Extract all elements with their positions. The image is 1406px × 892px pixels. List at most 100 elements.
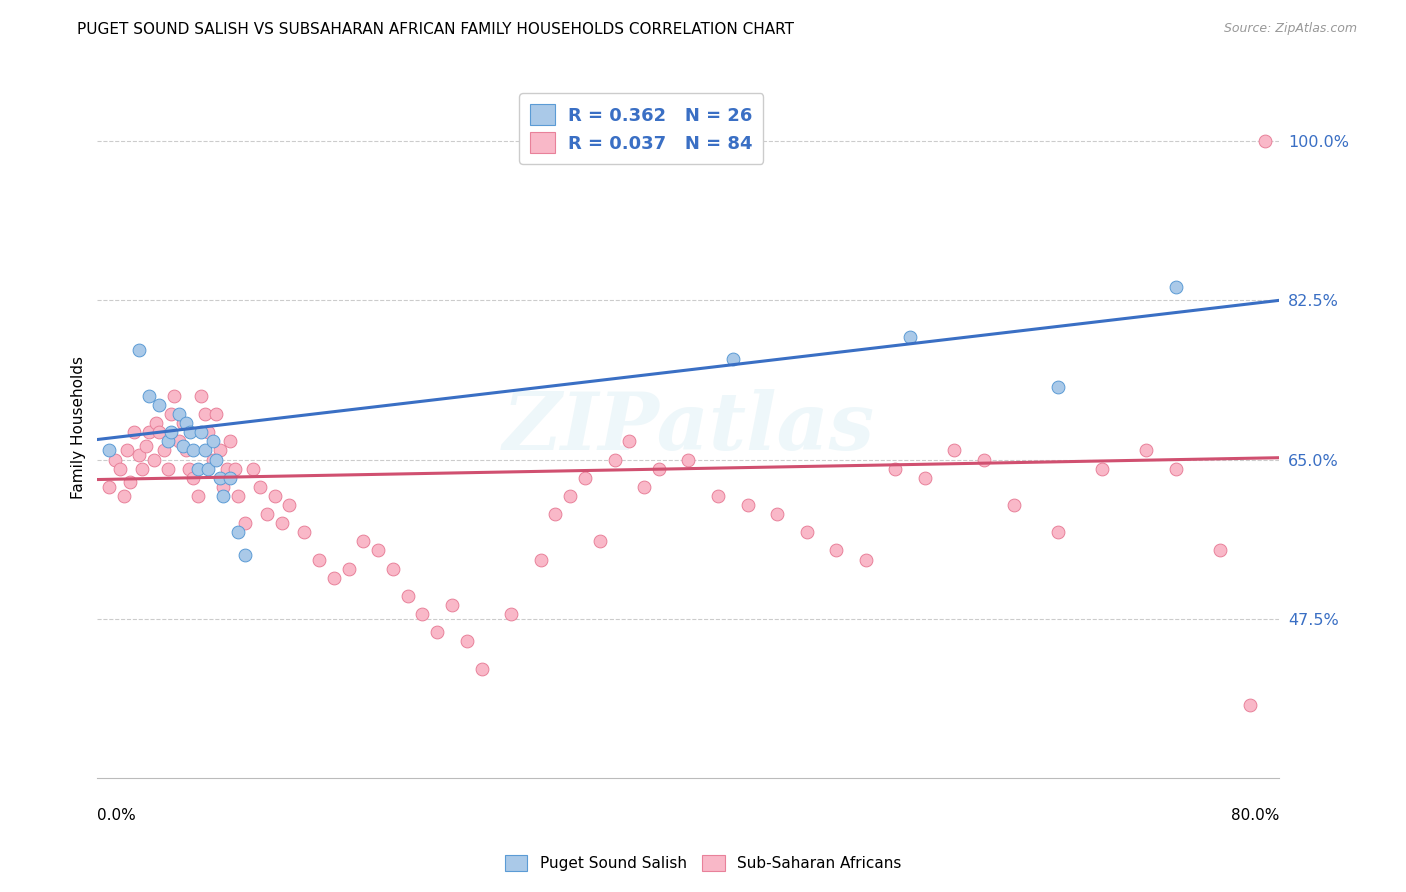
Point <box>456 634 478 648</box>
Point <box>157 461 180 475</box>
Point <box>943 443 966 458</box>
Point <box>560 489 582 503</box>
Point <box>118 475 141 490</box>
Point <box>167 407 190 421</box>
Point <box>292 525 315 540</box>
Point <box>530 552 553 566</box>
Point <box>224 461 246 475</box>
Point <box>884 461 907 475</box>
Point <box>766 507 789 521</box>
Point <box>194 443 217 458</box>
Point <box>219 434 242 449</box>
Point <box>190 389 212 403</box>
Point <box>219 471 242 485</box>
Point <box>426 625 449 640</box>
Point <box>124 425 146 440</box>
Point <box>115 443 138 458</box>
Point <box>131 461 153 475</box>
Point <box>619 434 641 449</box>
Point <box>825 543 848 558</box>
Point <box>201 452 224 467</box>
Point <box>633 480 655 494</box>
Point <box>138 425 160 440</box>
Point <box>411 607 433 622</box>
Point <box>204 407 226 421</box>
Point <box>217 461 239 475</box>
Point <box>187 461 209 475</box>
Point <box>233 548 256 562</box>
Point <box>721 352 744 367</box>
Point <box>179 425 201 440</box>
Point <box>603 452 626 467</box>
Point <box>1091 461 1114 475</box>
Point <box>208 443 231 458</box>
Legend: Puget Sound Salish, Sub-Saharan Africans: Puget Sound Salish, Sub-Saharan Africans <box>498 849 908 877</box>
Point <box>367 543 389 558</box>
Point <box>308 552 330 566</box>
Point <box>174 443 197 458</box>
Point <box>737 498 759 512</box>
Point <box>167 434 190 449</box>
Point <box>172 416 194 430</box>
Point <box>337 562 360 576</box>
Point <box>128 343 150 358</box>
Point <box>678 452 700 467</box>
Point <box>194 407 217 421</box>
Point <box>142 452 165 467</box>
Point <box>914 471 936 485</box>
Point <box>263 489 285 503</box>
Point <box>855 552 877 566</box>
Y-axis label: Family Households: Family Households <box>72 356 86 500</box>
Point <box>160 407 183 421</box>
Text: ZIPatlas: ZIPatlas <box>502 389 875 467</box>
Point <box>470 662 492 676</box>
Point <box>352 534 374 549</box>
Point <box>212 489 235 503</box>
Point <box>1135 443 1157 458</box>
Point <box>104 452 127 467</box>
Point <box>1046 380 1069 394</box>
Point <box>648 461 671 475</box>
Point <box>226 525 249 540</box>
Point <box>381 562 404 576</box>
Point <box>163 389 186 403</box>
Point <box>190 425 212 440</box>
Point <box>1239 698 1261 713</box>
Point <box>172 439 194 453</box>
Point <box>157 434 180 449</box>
Point <box>177 461 200 475</box>
Point <box>226 489 249 503</box>
Point <box>1046 525 1069 540</box>
Point <box>108 461 131 475</box>
Point <box>145 416 167 430</box>
Point <box>242 461 264 475</box>
Point <box>973 452 995 467</box>
Text: 0.0%: 0.0% <box>97 808 136 823</box>
Point <box>138 389 160 403</box>
Point <box>249 480 271 494</box>
Point <box>796 525 818 540</box>
Point <box>197 461 219 475</box>
Point <box>153 443 176 458</box>
Point <box>160 425 183 440</box>
Point <box>1209 543 1232 558</box>
Point <box>501 607 523 622</box>
Point <box>1164 461 1187 475</box>
Point <box>183 443 205 458</box>
Point <box>112 489 135 503</box>
Point <box>197 425 219 440</box>
Point <box>208 471 231 485</box>
Point <box>707 489 730 503</box>
Point <box>174 416 197 430</box>
Point <box>544 507 567 521</box>
Point <box>1254 134 1277 148</box>
Text: PUGET SOUND SALISH VS SUBSAHARAN AFRICAN FAMILY HOUSEHOLDS CORRELATION CHART: PUGET SOUND SALISH VS SUBSAHARAN AFRICAN… <box>77 22 794 37</box>
Point <box>212 480 235 494</box>
Point <box>574 471 596 485</box>
Point <box>135 439 157 453</box>
Point <box>396 589 419 603</box>
Point <box>278 498 301 512</box>
Legend: R = 0.362   N = 26, R = 0.037   N = 84: R = 0.362 N = 26, R = 0.037 N = 84 <box>519 94 763 164</box>
Point <box>271 516 294 531</box>
Point <box>1002 498 1025 512</box>
